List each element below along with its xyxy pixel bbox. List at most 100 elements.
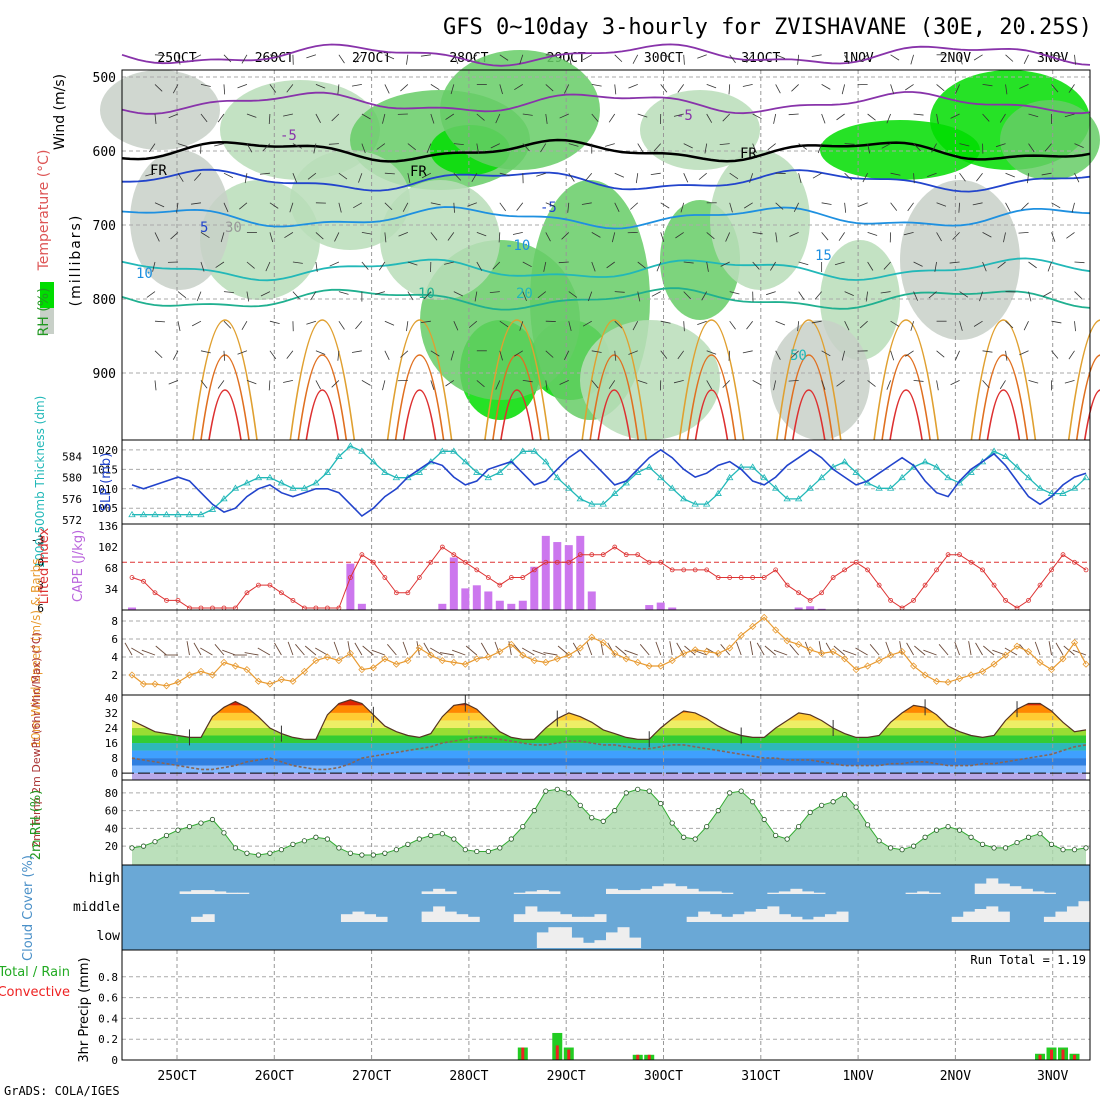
wind-barb	[614, 291, 625, 293]
rh2m-point	[278, 847, 285, 853]
wind-speed-point	[358, 666, 366, 674]
wind-barb	[353, 202, 363, 209]
wind-barb	[936, 202, 947, 207]
wind-speed-point	[335, 657, 343, 665]
lifted-index-point	[911, 597, 916, 603]
wind-barb	[361, 113, 371, 120]
wind-barb	[355, 320, 363, 330]
wind-barb	[172, 84, 179, 94]
thickness-point	[381, 468, 389, 475]
wind-barb	[1023, 321, 1029, 331]
cloud-cell	[548, 927, 561, 948]
wind-barb	[1005, 172, 1015, 178]
rh2m-point	[704, 823, 710, 830]
x-tick-label-bottom: 25OCT	[157, 1069, 196, 1084]
wind-barb	[1068, 84, 1075, 93]
wind-barb	[722, 113, 730, 122]
wind-speed-point	[1036, 658, 1044, 666]
cloud-cell	[778, 891, 791, 894]
rh-region	[200, 180, 320, 300]
x-tick-label-bottom: 2NOV	[940, 1069, 971, 1084]
wind-barb	[706, 380, 713, 390]
wind-barb	[936, 113, 939, 124]
wind-barb	[949, 261, 960, 264]
contour-label: 10	[136, 266, 153, 282]
cape-bar	[576, 535, 585, 610]
wind-speed-point	[749, 622, 757, 630]
cape-bar	[553, 542, 562, 610]
wind-barb	[773, 380, 777, 391]
wind-barb	[154, 113, 157, 124]
cape-bar	[817, 608, 826, 610]
rh2m-point	[428, 832, 434, 839]
rh2m-point	[1083, 845, 1089, 851]
wind-barb	[1074, 321, 1076, 332]
lifted-index-point	[1072, 559, 1077, 565]
wind-speed-point	[841, 655, 849, 663]
temp-band	[132, 750, 1086, 759]
wind-barb	[1051, 320, 1062, 324]
cloud-cell	[997, 883, 1010, 894]
cape-bar	[461, 588, 470, 610]
wind-barb	[1074, 291, 1082, 299]
wind-barb	[191, 320, 202, 327]
wind-barb	[959, 321, 963, 331]
wind-speed-point	[392, 660, 400, 668]
rh2m-point	[577, 802, 583, 808]
rh2m-point	[669, 820, 675, 826]
wind-barb	[269, 350, 277, 360]
wind-speed-point	[151, 680, 159, 688]
cloud-cell	[744, 911, 757, 922]
wind-speed-point	[289, 677, 297, 685]
wind-barb	[630, 202, 639, 210]
thickness-tick-label: 580	[62, 472, 82, 485]
wind-speed-point	[760, 613, 768, 621]
wind-speed-point	[174, 678, 182, 686]
wind-barb	[1005, 350, 1008, 361]
wind-barb	[936, 380, 939, 391]
cloud-cell	[778, 914, 791, 922]
thickness-ylabel: 1000-500mb Thickness (dm)	[33, 396, 47, 569]
thickness-point	[484, 473, 493, 481]
wind-barb	[568, 143, 579, 147]
wind-barb	[1068, 350, 1075, 360]
wind-barb	[883, 261, 891, 270]
lifted-index-point	[796, 590, 802, 596]
warm-contour	[1075, 354, 1100, 441]
thickness-point	[875, 484, 883, 491]
wind-barb	[1074, 173, 1080, 183]
cape-bar	[346, 563, 355, 610]
wind-speed-point	[588, 633, 596, 641]
warm-contour	[394, 354, 445, 441]
wind-barb	[913, 291, 919, 301]
surface-wind-barb	[186, 641, 190, 656]
slp-tick-label: 1010	[92, 483, 119, 496]
wind-barb	[683, 54, 685, 65]
wind-barb	[154, 380, 157, 391]
wind-barb	[384, 202, 393, 211]
wind-barb	[844, 321, 850, 331]
lifted-index-point	[416, 575, 422, 580]
temp-band	[132, 765, 1086, 774]
lifted-index-point	[876, 582, 882, 588]
wind-speed-point	[1082, 660, 1090, 668]
wind-barb	[499, 320, 509, 328]
cape-bar	[438, 603, 447, 610]
temp2m-line	[131, 699, 1087, 740]
wind-barb	[522, 380, 533, 383]
wind-barb	[453, 202, 455, 213]
wind-speed-point	[829, 648, 837, 656]
x-tick-label-bottom: 29OCT	[547, 1069, 586, 1084]
cloud-cell	[790, 916, 803, 922]
surface-wind-barb	[274, 642, 282, 656]
surface-wind-barb	[842, 649, 857, 656]
lifted-index-point	[508, 575, 514, 580]
rh2m-point	[819, 802, 825, 808]
thickness-point	[277, 479, 286, 486]
wind-barb	[260, 291, 271, 297]
wind-barb	[752, 113, 762, 120]
lifted-index-point	[727, 575, 733, 580]
wind-barb	[217, 113, 225, 123]
wind-barb	[338, 202, 342, 213]
wind-barb	[154, 202, 165, 208]
